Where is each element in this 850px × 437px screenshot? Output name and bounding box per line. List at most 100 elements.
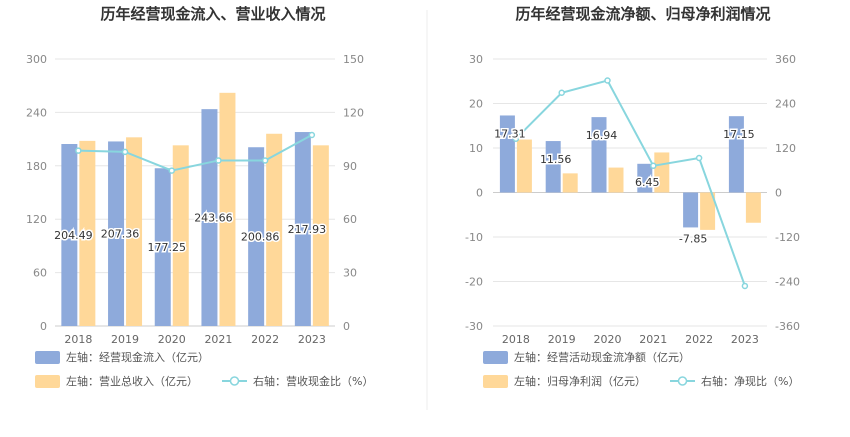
left-axis-tick: 0 (40, 320, 47, 333)
bar-secondary (700, 192, 716, 230)
bar-primary (108, 141, 125, 326)
left-axis-tick: -10 (465, 231, 483, 244)
right-axis-tick: 240 (775, 98, 796, 111)
ratio-point (308, 131, 316, 139)
left-axis-tick: 180 (26, 160, 47, 173)
bar-data-label: 217.93 (288, 223, 327, 236)
ratio-point (604, 77, 611, 84)
right-axis-tick: 360 (775, 53, 796, 66)
legend-label: 右轴：营收现金比（%） (253, 374, 373, 388)
x-axis-label: 2022 (251, 333, 279, 346)
bar-data-label: 177.25 (148, 241, 187, 254)
right-axis-tick: 90 (343, 160, 357, 173)
ratio-point (261, 157, 269, 164)
bar-primary (294, 132, 311, 326)
bar-data-label: 16.94 (586, 129, 618, 142)
bar-primary (499, 115, 515, 193)
right-axis-tick: 120 (775, 142, 796, 155)
legend-marker (229, 376, 240, 386)
ratio-point (512, 135, 520, 142)
ratio-point (695, 154, 703, 162)
left-axis-tick: -30 (465, 320, 483, 333)
chart-2-title: 历年经营现金流净额、归母净利润情况 (515, 5, 770, 23)
bar-primary (683, 192, 699, 228)
bar-secondary (79, 140, 96, 326)
legend-label: 右轴：净现比（%） (701, 374, 799, 388)
left-axis-tick: 10 (469, 142, 483, 155)
x-axis-label: 2020 (158, 333, 186, 346)
ratio-line (515, 79, 746, 287)
bar-data-label: 207.36 (101, 228, 140, 241)
right-axis-tick: 30 (343, 267, 357, 280)
bar-secondary (266, 133, 283, 326)
chart-1-title: 历年经营现金流入、营业收入情况 (100, 5, 325, 23)
legend-label: 左轴：经营活动现金流净额（亿元） (514, 350, 690, 364)
x-axis-label: 2019 (111, 333, 139, 346)
left-axis-tick: 300 (26, 53, 47, 66)
x-axis-label: 2018 (502, 333, 530, 346)
right-axis-tick: 0 (343, 320, 350, 333)
legend-swatch (35, 351, 60, 364)
legend-label: 左轴：归母净利润（亿元） (514, 374, 646, 388)
bar-secondary (745, 192, 761, 223)
bar-data-label: 17.31 (494, 127, 526, 140)
bar-secondary (516, 139, 532, 193)
left-axis-tick: 240 (26, 106, 47, 119)
left-axis-tick: 30 (469, 53, 483, 66)
ratio-point (75, 147, 82, 154)
legend-label: 左轴：营业总收入（亿元） (66, 374, 198, 388)
x-axis-label: 2023 (731, 333, 759, 346)
legend-label: 左轴：经营现金流入（亿元） (66, 350, 209, 364)
x-axis-label: 2020 (594, 333, 622, 346)
right-axis-tick: 60 (343, 213, 357, 226)
ratio-point (741, 282, 749, 290)
ratio-point (121, 148, 129, 156)
x-axis-label: 2018 (64, 333, 92, 346)
bar-secondary (172, 145, 189, 326)
right-axis-tick: 120 (343, 106, 364, 119)
right-axis-tick: 150 (343, 53, 364, 66)
x-axis-label: 2021 (204, 333, 232, 346)
bar-data-label: 200.86 (241, 231, 280, 244)
x-axis-label: 2021 (639, 333, 667, 346)
ratio-point (168, 167, 175, 174)
left-axis-tick: 120 (26, 213, 47, 226)
bar-primary (154, 168, 171, 326)
legend-swatch (35, 375, 60, 388)
ratio-point (215, 157, 222, 164)
ratio-line (78, 134, 313, 172)
right-axis-tick: -120 (775, 231, 800, 244)
right-axis-tick: 0 (775, 187, 782, 200)
legend-swatch (483, 351, 508, 364)
bar-secondary (312, 145, 329, 326)
x-axis-label: 2019 (548, 333, 576, 346)
bar-secondary (608, 167, 624, 193)
bar-primary (637, 163, 653, 193)
bar-secondary (126, 137, 143, 326)
bar-secondary (562, 173, 578, 193)
left-axis-tick: -20 (465, 276, 483, 289)
left-axis-tick: 60 (33, 267, 47, 280)
right-axis-tick: -360 (775, 320, 800, 333)
bar-primary (545, 141, 561, 193)
bar-primary (591, 117, 607, 193)
x-axis-label: 2022 (685, 333, 713, 346)
right-axis-tick: -240 (775, 276, 800, 289)
bar-secondary (654, 152, 670, 193)
ratio-point (650, 162, 657, 170)
left-axis-tick: 0 (476, 187, 483, 200)
bar-secondary (219, 92, 236, 326)
bar-data-label: 6.45 (635, 176, 660, 189)
legend-marker (677, 376, 688, 386)
bar-data-label: -7.85 (679, 232, 707, 245)
x-axis-label: 2023 (298, 333, 326, 346)
ratio-point (558, 89, 565, 96)
legend-swatch (483, 375, 508, 388)
bar-primary (61, 144, 78, 326)
bar-data-label: 243.66 (194, 212, 233, 225)
bar-primary (248, 147, 265, 326)
bar-data-label: 11.56 (540, 153, 572, 166)
bar-primary (728, 116, 744, 193)
left-axis-tick: 20 (469, 98, 483, 111)
